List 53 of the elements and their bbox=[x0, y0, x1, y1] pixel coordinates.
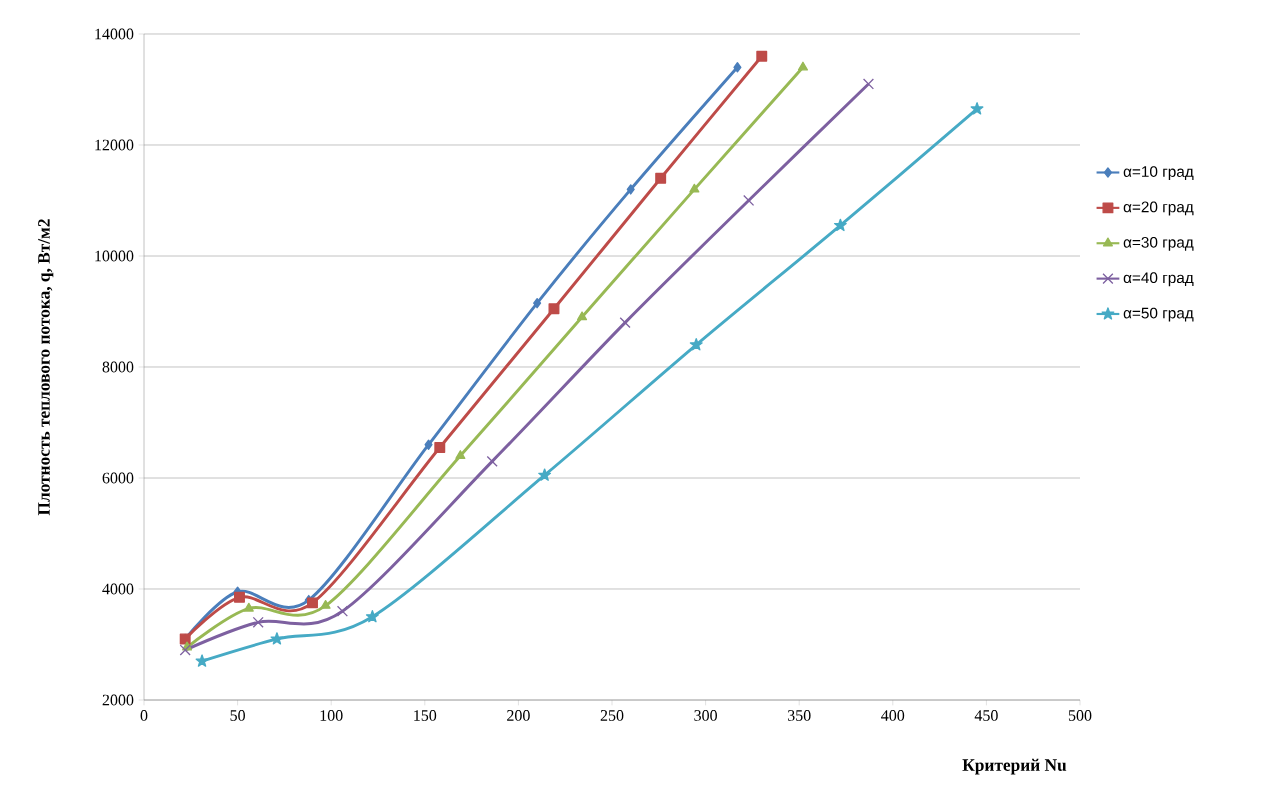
x-tick-label: 450 bbox=[974, 710, 998, 721]
point bbox=[365, 609, 379, 623]
point bbox=[833, 218, 847, 232]
point bbox=[970, 102, 984, 115]
point bbox=[733, 62, 742, 73]
point bbox=[179, 644, 191, 656]
y-axis-title: Плотность теплового потока, q, Вт/м2 bbox=[38, 219, 54, 516]
point bbox=[862, 78, 875, 90]
x-tick-label: 300 bbox=[694, 710, 717, 721]
y-tick-label: 14000 bbox=[95, 28, 134, 40]
point bbox=[533, 297, 542, 309]
x-tick-label: 400 bbox=[881, 710, 905, 721]
point bbox=[548, 303, 560, 315]
point bbox=[320, 599, 331, 609]
point bbox=[195, 654, 209, 667]
point bbox=[756, 50, 768, 62]
point bbox=[424, 439, 433, 450]
y-tick-label: 10000 bbox=[95, 250, 134, 262]
x-tick-label: 0 bbox=[140, 710, 148, 721]
point bbox=[576, 311, 588, 321]
point bbox=[252, 616, 264, 628]
y-tick-label: 2000 bbox=[102, 694, 134, 706]
point bbox=[270, 632, 284, 645]
legend-label: α=10 град bbox=[1123, 166, 1194, 181]
x-tick-label: 500 bbox=[1068, 710, 1092, 721]
legend-label: α=50 град bbox=[1123, 307, 1194, 322]
y-tick-label: 12000 bbox=[95, 139, 134, 151]
point bbox=[243, 602, 254, 612]
x-tick-label: 50 bbox=[230, 710, 245, 721]
x-tick-label: 200 bbox=[507, 710, 530, 721]
legend-label: α=20 град bbox=[1123, 201, 1194, 216]
point bbox=[234, 591, 245, 603]
x-tick-label: 350 bbox=[787, 710, 811, 721]
point bbox=[797, 61, 809, 71]
point bbox=[455, 450, 466, 459]
y-tick-label: 6000 bbox=[102, 472, 134, 484]
point bbox=[689, 183, 700, 193]
x-tick-label: 150 bbox=[414, 710, 437, 721]
legend-label: α=30 град bbox=[1123, 236, 1194, 251]
point bbox=[626, 184, 635, 195]
x-tick-label: 100 bbox=[320, 710, 343, 721]
point bbox=[336, 605, 349, 617]
point bbox=[655, 172, 667, 184]
y-tick-label: 4000 bbox=[102, 583, 134, 595]
point bbox=[538, 468, 552, 481]
x-axis-title: Критерий Nu bbox=[962, 758, 1067, 775]
legend-label: α=40 град bbox=[1123, 272, 1194, 287]
point bbox=[619, 317, 631, 329]
y-tick-label: 8000 bbox=[102, 361, 134, 373]
x-tick-label: 250 bbox=[600, 710, 624, 721]
point bbox=[307, 597, 318, 609]
point bbox=[434, 442, 446, 453]
point bbox=[689, 337, 703, 351]
